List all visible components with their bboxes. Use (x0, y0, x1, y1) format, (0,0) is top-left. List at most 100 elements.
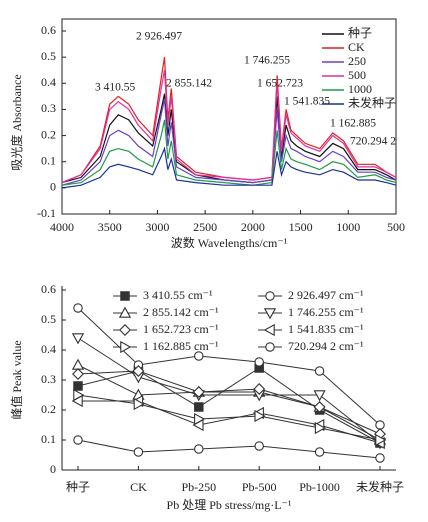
x-tick-label: 未发种子 (356, 479, 404, 494)
x-tick-label: 3500 (98, 220, 122, 234)
marker (314, 447, 325, 457)
y-tick-label: 0 (50, 462, 56, 476)
y-tick-label: 0.2 (41, 402, 56, 416)
y-tick-label: 0.3 (41, 101, 56, 115)
series-line (77, 367, 381, 444)
marker (254, 441, 264, 451)
y-tick-label: 0.1 (41, 153, 56, 167)
marker (132, 365, 145, 377)
legend-label: 2 926.497 cm⁻¹ (288, 288, 364, 302)
x-axis-label: Pb 处理 Pb stress/mg·L⁻¹ (167, 498, 292, 512)
series-line (77, 364, 381, 441)
marker (254, 409, 266, 423)
marker (120, 340, 132, 354)
x-tick-label: 1000 (336, 220, 360, 234)
marker (133, 397, 145, 411)
marker (120, 291, 130, 301)
x-tick-label: CK (130, 480, 147, 494)
x-tick-label: 2500 (193, 220, 217, 234)
peak-annotation: 720.294 2 (350, 136, 396, 148)
marker (265, 342, 275, 352)
series-line (78, 400, 381, 444)
y-tick-label: 0.5 (41, 312, 56, 326)
y-tick-label: 0.6 (41, 23, 56, 37)
spectrum-line (61, 70, 397, 184)
y-tick-label: 0.2 (41, 127, 56, 141)
y-tick-label: 0.4 (41, 342, 56, 356)
marker (73, 381, 83, 391)
series-line (77, 439, 381, 459)
y-tick-label: 0.3 (41, 372, 56, 386)
series-line (77, 307, 381, 426)
y-tick-label: 0.5 (41, 49, 56, 63)
legend-label: 1 652.723 cm⁻¹ (143, 322, 219, 336)
marker (72, 368, 84, 380)
marker (73, 435, 83, 445)
peak-annotation: 1 652.723 (257, 78, 303, 90)
peak-annotation: 1 541.835 (284, 96, 330, 108)
plot-frame (61, 18, 397, 215)
marker (375, 420, 385, 430)
marker (133, 447, 144, 457)
legend-label: 1 541.835 cm⁻¹ (288, 322, 364, 336)
x-tick-label: 1500 (289, 220, 313, 234)
y-tick-label: 0.4 (41, 75, 56, 89)
legend-label: 3 410.55 cm⁻¹ (143, 288, 213, 302)
marker (375, 433, 387, 447)
legend-label: 种子 (348, 26, 372, 40)
peak-annotation: 2 926.497 (136, 31, 182, 43)
x-tick-label: Pb-250 (181, 480, 216, 494)
peak-annotation: 3 410.55 (95, 82, 136, 94)
marker (314, 366, 325, 376)
marker (254, 357, 264, 367)
y-axis-label: 吸光度 Absorbance (9, 74, 24, 170)
spectrum-line (61, 119, 397, 186)
x-tick-label: Pb-1000 (299, 480, 340, 494)
marker (314, 421, 326, 435)
marker (192, 386, 205, 398)
marker (71, 358, 85, 370)
marker (73, 303, 83, 313)
x-tick-label: 2000 (241, 220, 265, 234)
spectrum-line (61, 98, 397, 186)
marker (313, 401, 326, 413)
marker (375, 453, 385, 463)
marker (313, 390, 326, 402)
x-tick-label: 3000 (145, 220, 169, 234)
marker (119, 324, 131, 336)
x-tick-label: Pb-500 (242, 480, 277, 494)
legend-label: 720.294 2 cm⁻¹ (288, 339, 364, 353)
legend-label: 1 162.885 cm⁻¹ (143, 339, 219, 353)
peak-annotation: 1 746.255 (244, 55, 290, 67)
y-tick-label: 0.6 (41, 282, 56, 296)
legend-label: 未发种子 (348, 95, 396, 110)
marker (263, 323, 275, 337)
series-line (77, 337, 381, 444)
marker (194, 402, 204, 412)
marker (194, 351, 204, 361)
legend-label: 250 (348, 54, 366, 68)
series-line (77, 370, 381, 435)
peak-annotation: 1 162.885 (330, 118, 376, 130)
x-axis-label: 波数 Wavelengths/cm⁻¹ (171, 235, 288, 250)
marker (71, 333, 85, 345)
peak-annotation: 2 855.142 (166, 78, 212, 90)
legend-label: 1 746.255 cm⁻¹ (288, 305, 364, 319)
legend-label: 500 (348, 68, 366, 82)
marker (118, 306, 132, 318)
legend-label: 1000 (348, 82, 372, 96)
y-tick-label: 0 (50, 180, 56, 194)
series-line (77, 394, 381, 441)
x-tick-label: 500 (387, 220, 405, 234)
y-axis-label: 峰值 Peak value (9, 340, 24, 419)
legend-label: CK (348, 40, 365, 54)
marker (194, 444, 204, 454)
marker (73, 388, 85, 402)
x-tick-label: 种子 (66, 480, 90, 494)
marker (265, 291, 275, 301)
y-tick-label: -0.1 (37, 206, 56, 220)
y-tick-label: 0.1 (41, 432, 56, 446)
spectrum-line (61, 146, 397, 189)
marker (194, 412, 206, 426)
